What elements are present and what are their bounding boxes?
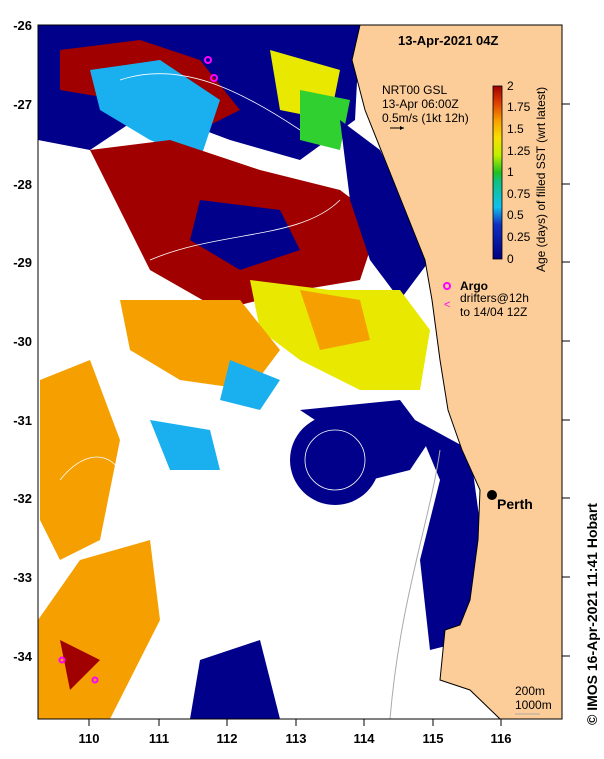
- svg-text:1.75: 1.75: [507, 100, 531, 114]
- plot-frame: [37, 24, 563, 720]
- svg-text:-32: -32: [13, 491, 32, 506]
- svg-text:0: 0: [507, 252, 514, 266]
- model-name: NRT00 GSL: [382, 83, 447, 97]
- svg-text:0.25: 0.25: [507, 230, 531, 244]
- svg-text:-34: -34: [13, 649, 33, 664]
- colorbar-label: Age (days) of filled SST (wrt latest): [534, 87, 548, 272]
- longitude-labels: 110 111 112 113 114 115 116: [79, 731, 512, 746]
- svg-text:116: 116: [491, 731, 512, 746]
- svg-text:113: 113: [286, 731, 307, 746]
- svg-text:110: 110: [79, 731, 100, 746]
- svg-text:-33: -33: [13, 570, 32, 585]
- vector-scale: 0.5m/s (1kt 12h): [382, 111, 469, 125]
- map-title: 13-Apr-2021 04Z: [398, 33, 498, 48]
- svg-text:-28: -28: [13, 177, 32, 192]
- city-label: Perth: [497, 496, 533, 512]
- svg-text:0.5: 0.5: [507, 208, 524, 222]
- argo-floats: [58, 56, 218, 684]
- contour-1000m-label: 1000m: [515, 698, 552, 712]
- drifter-legend-time: to 14/04 12Z: [460, 305, 527, 319]
- svg-text:-30: -30: [13, 334, 32, 349]
- svg-text:-31: -31: [13, 413, 32, 428]
- svg-text:114: 114: [354, 731, 376, 746]
- svg-text:-26: -26: [13, 18, 32, 33]
- svg-text:1.25: 1.25: [507, 144, 531, 158]
- argo-legend-label: Argo: [460, 279, 488, 293]
- svg-text:-27: -27: [13, 97, 32, 112]
- model-time: 13-Apr 06:00Z: [382, 97, 459, 111]
- svg-text:2: 2: [507, 79, 514, 93]
- svg-text:1: 1: [507, 165, 514, 179]
- land: [351, 25, 562, 719]
- contour-200m-label: 200m: [515, 684, 545, 698]
- svg-text:0.75: 0.75: [507, 187, 531, 201]
- svg-text:1.5: 1.5: [507, 122, 524, 136]
- axis-ticks: [88, 103, 570, 726]
- colorbar-ticks: 2 1.75 1.5 1.25 1 0.75 0.5 0.25 0: [507, 79, 531, 266]
- svg-text:-29: -29: [13, 255, 32, 270]
- svg-text:111: 111: [149, 731, 169, 746]
- colorbar: [492, 85, 503, 260]
- sst-age-field: [38, 25, 485, 719]
- svg-text:115: 115: [423, 731, 444, 746]
- current-streamlines: [59, 73, 366, 521]
- scale-arrow-icon: [390, 126, 404, 130]
- credit-text: © IMOS 16-Apr-2021 11:41 Hobart: [584, 503, 600, 725]
- svg-text:112: 112: [217, 731, 238, 746]
- drifter-legend-icon: <: [444, 299, 450, 311]
- latitude-labels: -26 -27 -28 -29 -30 -31 -32 -33 -34: [13, 18, 33, 664]
- isobath-1000m: [389, 449, 441, 719]
- perth-marker: [487, 490, 497, 500]
- argo-legend-icon: [443, 282, 451, 290]
- drifter-legend-label: drifters@12h: [460, 291, 529, 305]
- map-area: Perth 13-Apr-2021 04Z NRT00 GSL 13-Apr 0…: [38, 25, 562, 719]
